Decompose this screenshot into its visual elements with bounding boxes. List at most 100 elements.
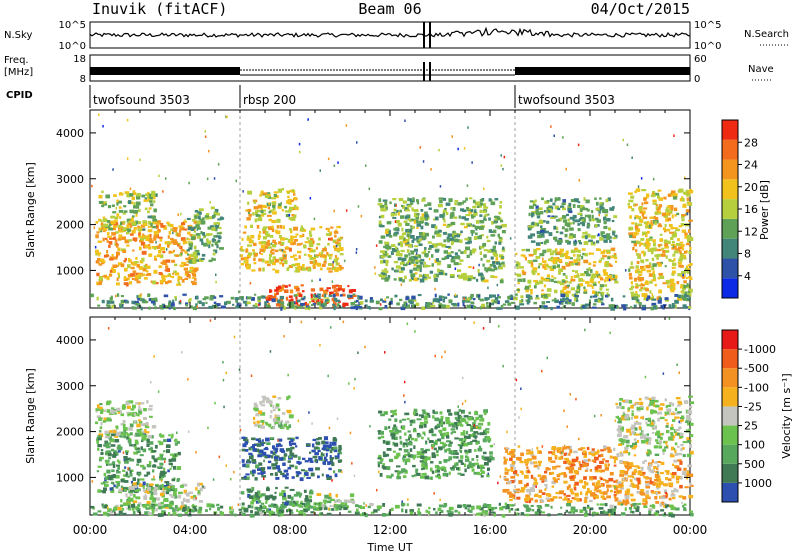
scatter-cell	[425, 274, 430, 277]
scatter-cell	[683, 454, 686, 457]
scatter-cell	[309, 257, 313, 260]
scatter-cell	[505, 449, 508, 453]
scatter-cell	[391, 268, 393, 271]
scatter-cell	[184, 278, 188, 280]
scatter-cell	[424, 459, 428, 461]
scatter-cell	[574, 498, 577, 501]
scatter-cell	[479, 226, 484, 230]
scatter-cell	[169, 494, 172, 496]
scatter-cell	[672, 215, 674, 219]
scatter-cell	[455, 268, 457, 271]
scatter-cell	[443, 212, 445, 214]
scatter-cell	[520, 295, 523, 298]
scatter-cell	[606, 236, 610, 240]
scatter-cell	[304, 254, 307, 256]
scatter-cell	[637, 271, 640, 274]
scatter-cell	[515, 306, 520, 310]
scatter-cell	[630, 292, 634, 294]
scatter-cell	[324, 436, 328, 440]
scatter-cell	[688, 251, 691, 254]
scatter-cell	[260, 420, 264, 423]
scatter-cell	[288, 460, 291, 463]
scatter-cell	[154, 458, 158, 462]
scatter-cell	[330, 227, 333, 229]
scatter-cell	[332, 280, 334, 283]
scatter-cell	[173, 250, 175, 252]
scatter-cell	[593, 303, 597, 305]
scatter-cell	[475, 201, 480, 205]
scatter-cell	[445, 417, 450, 419]
scatter-cell	[687, 268, 690, 270]
scatter-cell	[340, 253, 344, 255]
scatter-cell	[197, 253, 200, 256]
scatter-cell	[201, 241, 203, 245]
scatter-cell	[526, 249, 530, 252]
scatter-cell	[117, 466, 120, 470]
scatter-cell	[653, 203, 657, 205]
scatter-cell	[242, 503, 245, 506]
scatter-cell	[530, 297, 533, 300]
scatter-cell	[403, 201, 407, 204]
scatter-cell	[544, 294, 547, 298]
scatter-cell	[553, 467, 556, 469]
scatter-cell	[443, 224, 446, 226]
scatter-cell	[498, 212, 501, 215]
scatter-cell	[188, 257, 190, 260]
scatter-cell	[191, 236, 196, 240]
scatter-cell	[435, 226, 438, 230]
scatter-cell	[580, 273, 584, 276]
scatter-cell	[582, 253, 584, 255]
scatter-cell	[574, 482, 578, 486]
scatter-cell	[272, 240, 276, 243]
scatter-cell	[551, 461, 556, 463]
scatter-cell	[139, 484, 142, 487]
scatter-cell	[272, 467, 276, 470]
scatter-cell	[247, 202, 249, 205]
scatter-cell	[335, 242, 339, 244]
scatter-cell	[570, 279, 575, 282]
scatter-cell	[143, 417, 147, 420]
scatter-cell	[275, 270, 279, 274]
scatter-cell	[452, 425, 455, 427]
scatter-cell	[578, 278, 583, 282]
scatter-cell	[261, 475, 266, 477]
scatter-cell	[521, 254, 525, 256]
scatter-cell	[386, 475, 389, 478]
scatter-cell	[467, 424, 471, 426]
scatter-cell	[648, 238, 652, 241]
scatter-cell	[566, 251, 569, 255]
scatter-cell	[330, 238, 333, 241]
scatter-cell	[135, 275, 139, 279]
scatter-cell	[166, 222, 169, 225]
scatter-cell	[121, 306, 124, 309]
scatter-cell	[559, 473, 563, 475]
scatter-cell	[279, 493, 284, 497]
scatter-cell	[135, 496, 140, 499]
scatter-cell	[380, 431, 384, 435]
scatter-cell	[97, 404, 100, 408]
scatter-cell	[460, 455, 463, 459]
scatter-cell	[404, 120, 406, 123]
scatter-cell	[138, 419, 141, 421]
scatter-cell	[516, 489, 520, 491]
scatter-cell	[100, 411, 103, 414]
scatter-cell	[166, 444, 171, 448]
scatter-cell	[272, 205, 276, 208]
scatter-cell	[561, 302, 563, 304]
scatter-cell	[116, 282, 120, 285]
scatter-cell	[639, 277, 644, 281]
scatter-cell	[143, 449, 147, 453]
scatter-cell	[564, 472, 567, 475]
scatter-cell	[420, 475, 425, 478]
scatter-cell	[404, 303, 406, 307]
scatter-cell	[612, 256, 614, 258]
scatter-cell	[410, 203, 413, 205]
scatter-cell	[550, 307, 552, 310]
scatter-cell	[476, 442, 478, 445]
scatter-cell	[512, 496, 514, 499]
scatter-cell	[652, 258, 654, 261]
scatter-cell	[270, 451, 273, 454]
scatter-cell	[216, 222, 220, 224]
scatter-cell	[305, 470, 308, 472]
scatter-cell	[148, 244, 150, 246]
